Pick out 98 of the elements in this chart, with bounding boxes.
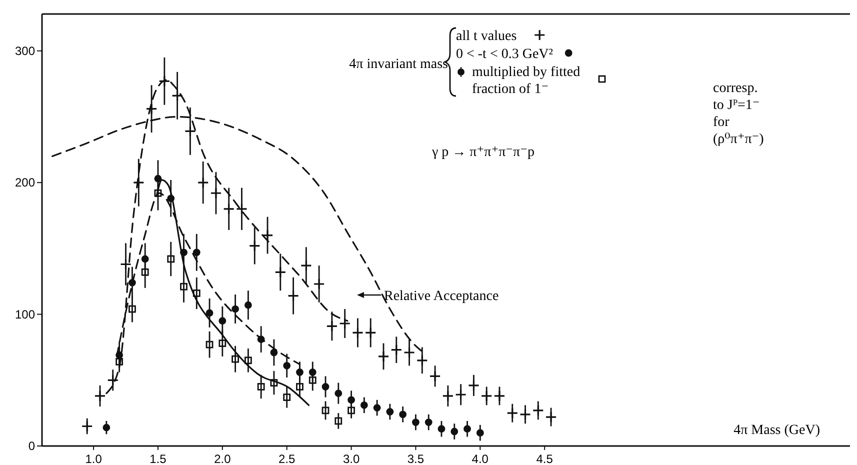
point bbox=[120, 258, 132, 270]
point bbox=[322, 406, 330, 414]
point bbox=[167, 255, 175, 263]
point bbox=[262, 229, 274, 242]
point bbox=[128, 305, 136, 313]
point bbox=[141, 268, 149, 276]
point bbox=[274, 266, 286, 278]
point bbox=[206, 340, 214, 348]
point bbox=[248, 240, 260, 252]
point bbox=[334, 390, 342, 398]
y-tick-label: 100 bbox=[14, 307, 36, 322]
y-tick-label: 0 bbox=[28, 439, 36, 453]
point bbox=[334, 417, 342, 425]
point bbox=[232, 355, 239, 363]
point bbox=[300, 260, 312, 272]
point bbox=[360, 401, 368, 409]
point bbox=[283, 362, 291, 370]
point bbox=[146, 103, 158, 115]
point bbox=[455, 388, 467, 400]
point bbox=[206, 309, 214, 317]
point bbox=[270, 379, 278, 386]
point bbox=[545, 411, 557, 423]
point bbox=[480, 390, 492, 402]
x-axis-title: 4π Mass (GeV) bbox=[734, 423, 820, 438]
x-tick-label: 3.5 bbox=[407, 452, 424, 465]
point bbox=[532, 404, 544, 416]
point bbox=[192, 290, 200, 297]
point bbox=[386, 408, 394, 416]
point bbox=[326, 320, 338, 332]
point bbox=[232, 305, 239, 313]
point bbox=[94, 390, 106, 402]
point bbox=[339, 318, 351, 330]
x-tick-label: 4.0 bbox=[472, 452, 489, 465]
point bbox=[81, 420, 93, 432]
point bbox=[429, 370, 441, 382]
point bbox=[424, 418, 432, 426]
point bbox=[464, 425, 471, 433]
legend-label: 0 < -t < 0.3 GeV² bbox=[456, 47, 553, 62]
x-tick-label: 4.5 bbox=[536, 452, 554, 465]
point bbox=[378, 350, 390, 362]
point bbox=[132, 176, 144, 188]
point bbox=[107, 374, 119, 386]
point bbox=[416, 354, 428, 366]
point bbox=[364, 326, 376, 339]
point bbox=[197, 176, 209, 188]
x-tick-label: 2.5 bbox=[278, 452, 296, 465]
point bbox=[399, 410, 407, 418]
point bbox=[192, 248, 200, 256]
point bbox=[244, 356, 252, 364]
annotation: Relative Acceptance bbox=[384, 289, 499, 304]
legend-label: multiplied by fitted fraction of 1⁻ bbox=[472, 65, 580, 97]
point bbox=[494, 390, 506, 402]
x-tick-label: 1.5 bbox=[150, 452, 167, 465]
point bbox=[438, 425, 446, 433]
point bbox=[403, 346, 416, 358]
point bbox=[283, 394, 291, 401]
point bbox=[313, 278, 325, 290]
point bbox=[180, 282, 188, 290]
point bbox=[348, 406, 355, 414]
point bbox=[390, 344, 402, 356]
point bbox=[373, 404, 381, 412]
point bbox=[468, 380, 480, 392]
point bbox=[116, 358, 124, 366]
point bbox=[218, 317, 226, 325]
point bbox=[210, 187, 222, 199]
point bbox=[257, 383, 265, 390]
point bbox=[223, 203, 235, 215]
point bbox=[296, 383, 304, 390]
point bbox=[352, 326, 364, 339]
point bbox=[296, 368, 304, 376]
point bbox=[308, 376, 316, 384]
point bbox=[412, 418, 420, 426]
point bbox=[506, 407, 518, 419]
point bbox=[158, 75, 170, 87]
point bbox=[172, 90, 184, 102]
point bbox=[154, 189, 162, 197]
point bbox=[102, 424, 110, 432]
legend-label: all t values bbox=[456, 29, 517, 44]
x-tick-label: 2.0 bbox=[214, 452, 232, 465]
legend-title: 4π invariant mass bbox=[349, 57, 448, 72]
x-tick-label: 1.0 bbox=[85, 452, 102, 465]
point bbox=[287, 290, 300, 302]
point bbox=[476, 429, 484, 437]
y-tick-label: 200 bbox=[14, 176, 36, 190]
point bbox=[236, 203, 248, 215]
x-tick-label: 3.0 bbox=[342, 452, 360, 465]
point bbox=[519, 408, 532, 420]
point bbox=[442, 390, 454, 402]
text: γ p → π⁺π⁺π⁻π⁻p bbox=[431, 145, 535, 160]
point bbox=[184, 125, 196, 138]
point bbox=[270, 348, 278, 356]
point bbox=[348, 396, 355, 404]
point bbox=[244, 301, 252, 309]
point bbox=[322, 383, 330, 390]
y-tick-label: 300 bbox=[14, 44, 36, 58]
point bbox=[450, 428, 458, 436]
point bbox=[218, 340, 226, 347]
annotation: corresp. to Jᴾ=1⁻ for (ρ⁰π⁺π⁻) bbox=[713, 81, 764, 147]
